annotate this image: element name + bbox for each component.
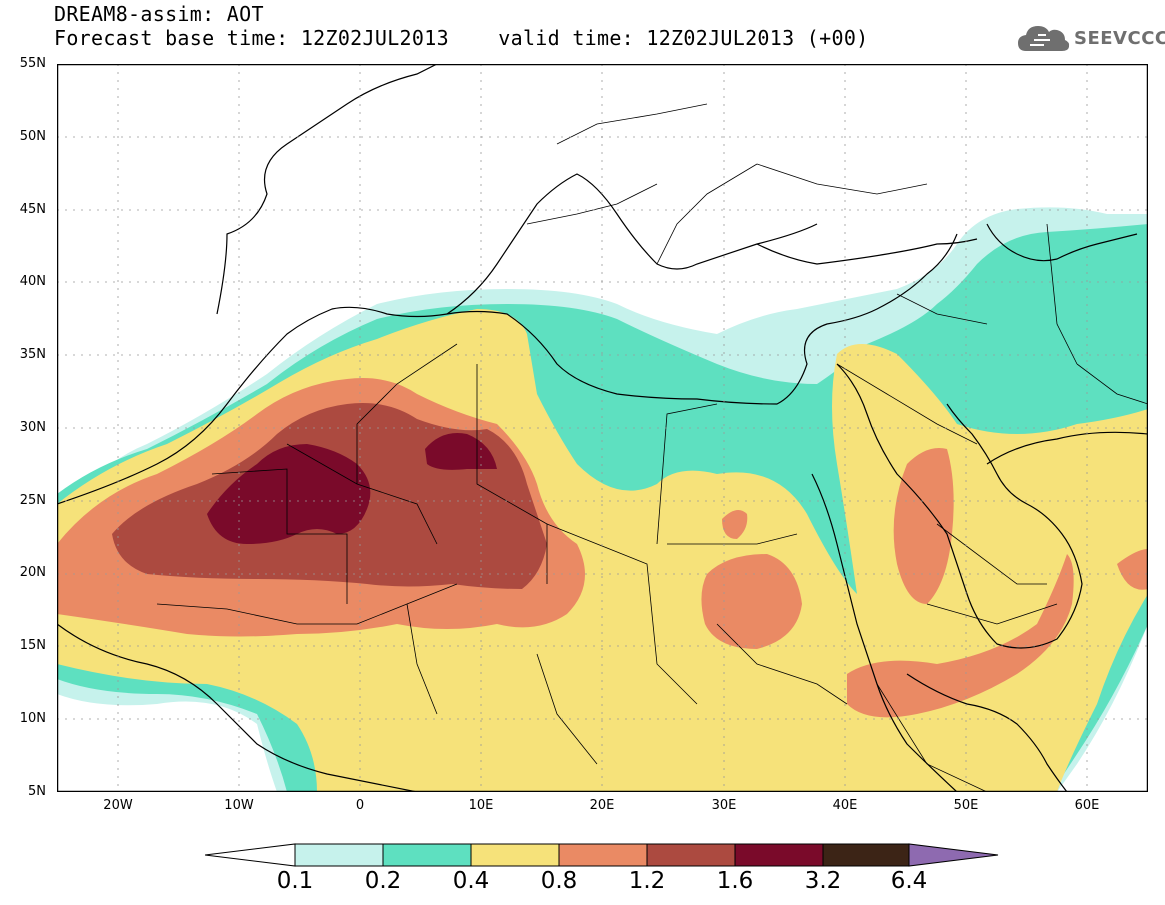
lon-label: 30E	[711, 798, 737, 813]
legend-swatch	[294, 843, 384, 867]
aot-colorbar	[205, 843, 999, 867]
cloud-icon	[1018, 26, 1070, 51]
aot-patch-0-8-sudan	[701, 554, 802, 649]
aot-band-1-6-east	[425, 433, 497, 470]
lat-label: 25N	[19, 493, 46, 508]
aot-patch-0-8-arabia	[893, 448, 954, 604]
chart-title: DREAM8-assim: AOT	[54, 2, 264, 26]
lat-label: 30N	[19, 420, 46, 435]
legend-swatch	[382, 843, 472, 867]
legend-label: 1.6	[716, 868, 754, 894]
forecast-time-line: Forecast base time: 12Z02JUL2013 valid t…	[54, 26, 869, 50]
lat-label: 15N	[19, 638, 46, 653]
lon-label: 40E	[832, 798, 858, 813]
coastlines	[57, 64, 1148, 792]
aot-patch-0-8-chad	[722, 510, 748, 539]
lon-label: 20W	[103, 798, 133, 813]
legend-swatch-over	[908, 843, 999, 867]
lon-label: 10W	[224, 798, 254, 813]
lat-label: 35N	[19, 347, 46, 362]
lon-label: 50E	[953, 798, 979, 813]
legend-swatch	[470, 843, 560, 867]
lon-label: 10E	[468, 798, 494, 813]
lat-label: 55N	[19, 56, 46, 71]
legend-swatch-under	[205, 843, 296, 867]
lat-label: 20N	[19, 565, 46, 580]
lon-label: 0	[355, 798, 365, 813]
legend-swatch	[558, 843, 648, 867]
legend-swatch	[646, 843, 736, 867]
aot-patch-0-8-yemen	[847, 554, 1074, 718]
lon-label: 20E	[589, 798, 615, 813]
lat-label: 10N	[19, 711, 46, 726]
legend-label: 6.4	[890, 868, 928, 894]
legend-label: 1.2	[628, 868, 666, 894]
legend-label: 0.4	[452, 868, 490, 894]
legend-label: 0.1	[276, 868, 314, 894]
aot-map	[57, 64, 1148, 792]
aot-band-1-6-west	[207, 444, 371, 544]
legend-swatch	[822, 843, 910, 867]
map-grid	[57, 64, 1148, 792]
logo-text: SEEVCCC	[1074, 27, 1165, 49]
lat-label: 5N	[28, 784, 46, 799]
legend-label: 0.2	[364, 868, 402, 894]
aot-patch-0-8-oman	[1117, 549, 1148, 590]
country-borders	[156, 103, 1148, 792]
legend-label: 0.8	[540, 868, 578, 894]
lat-label: 50N	[19, 129, 46, 144]
lat-label: 45N	[19, 202, 46, 217]
lon-label: 60E	[1074, 798, 1100, 813]
legend-label: 3.2	[804, 868, 842, 894]
legend-swatch	[734, 843, 824, 867]
seevccc-logo: SEEVCCC	[1016, 20, 1165, 56]
lat-label: 40N	[19, 274, 46, 289]
